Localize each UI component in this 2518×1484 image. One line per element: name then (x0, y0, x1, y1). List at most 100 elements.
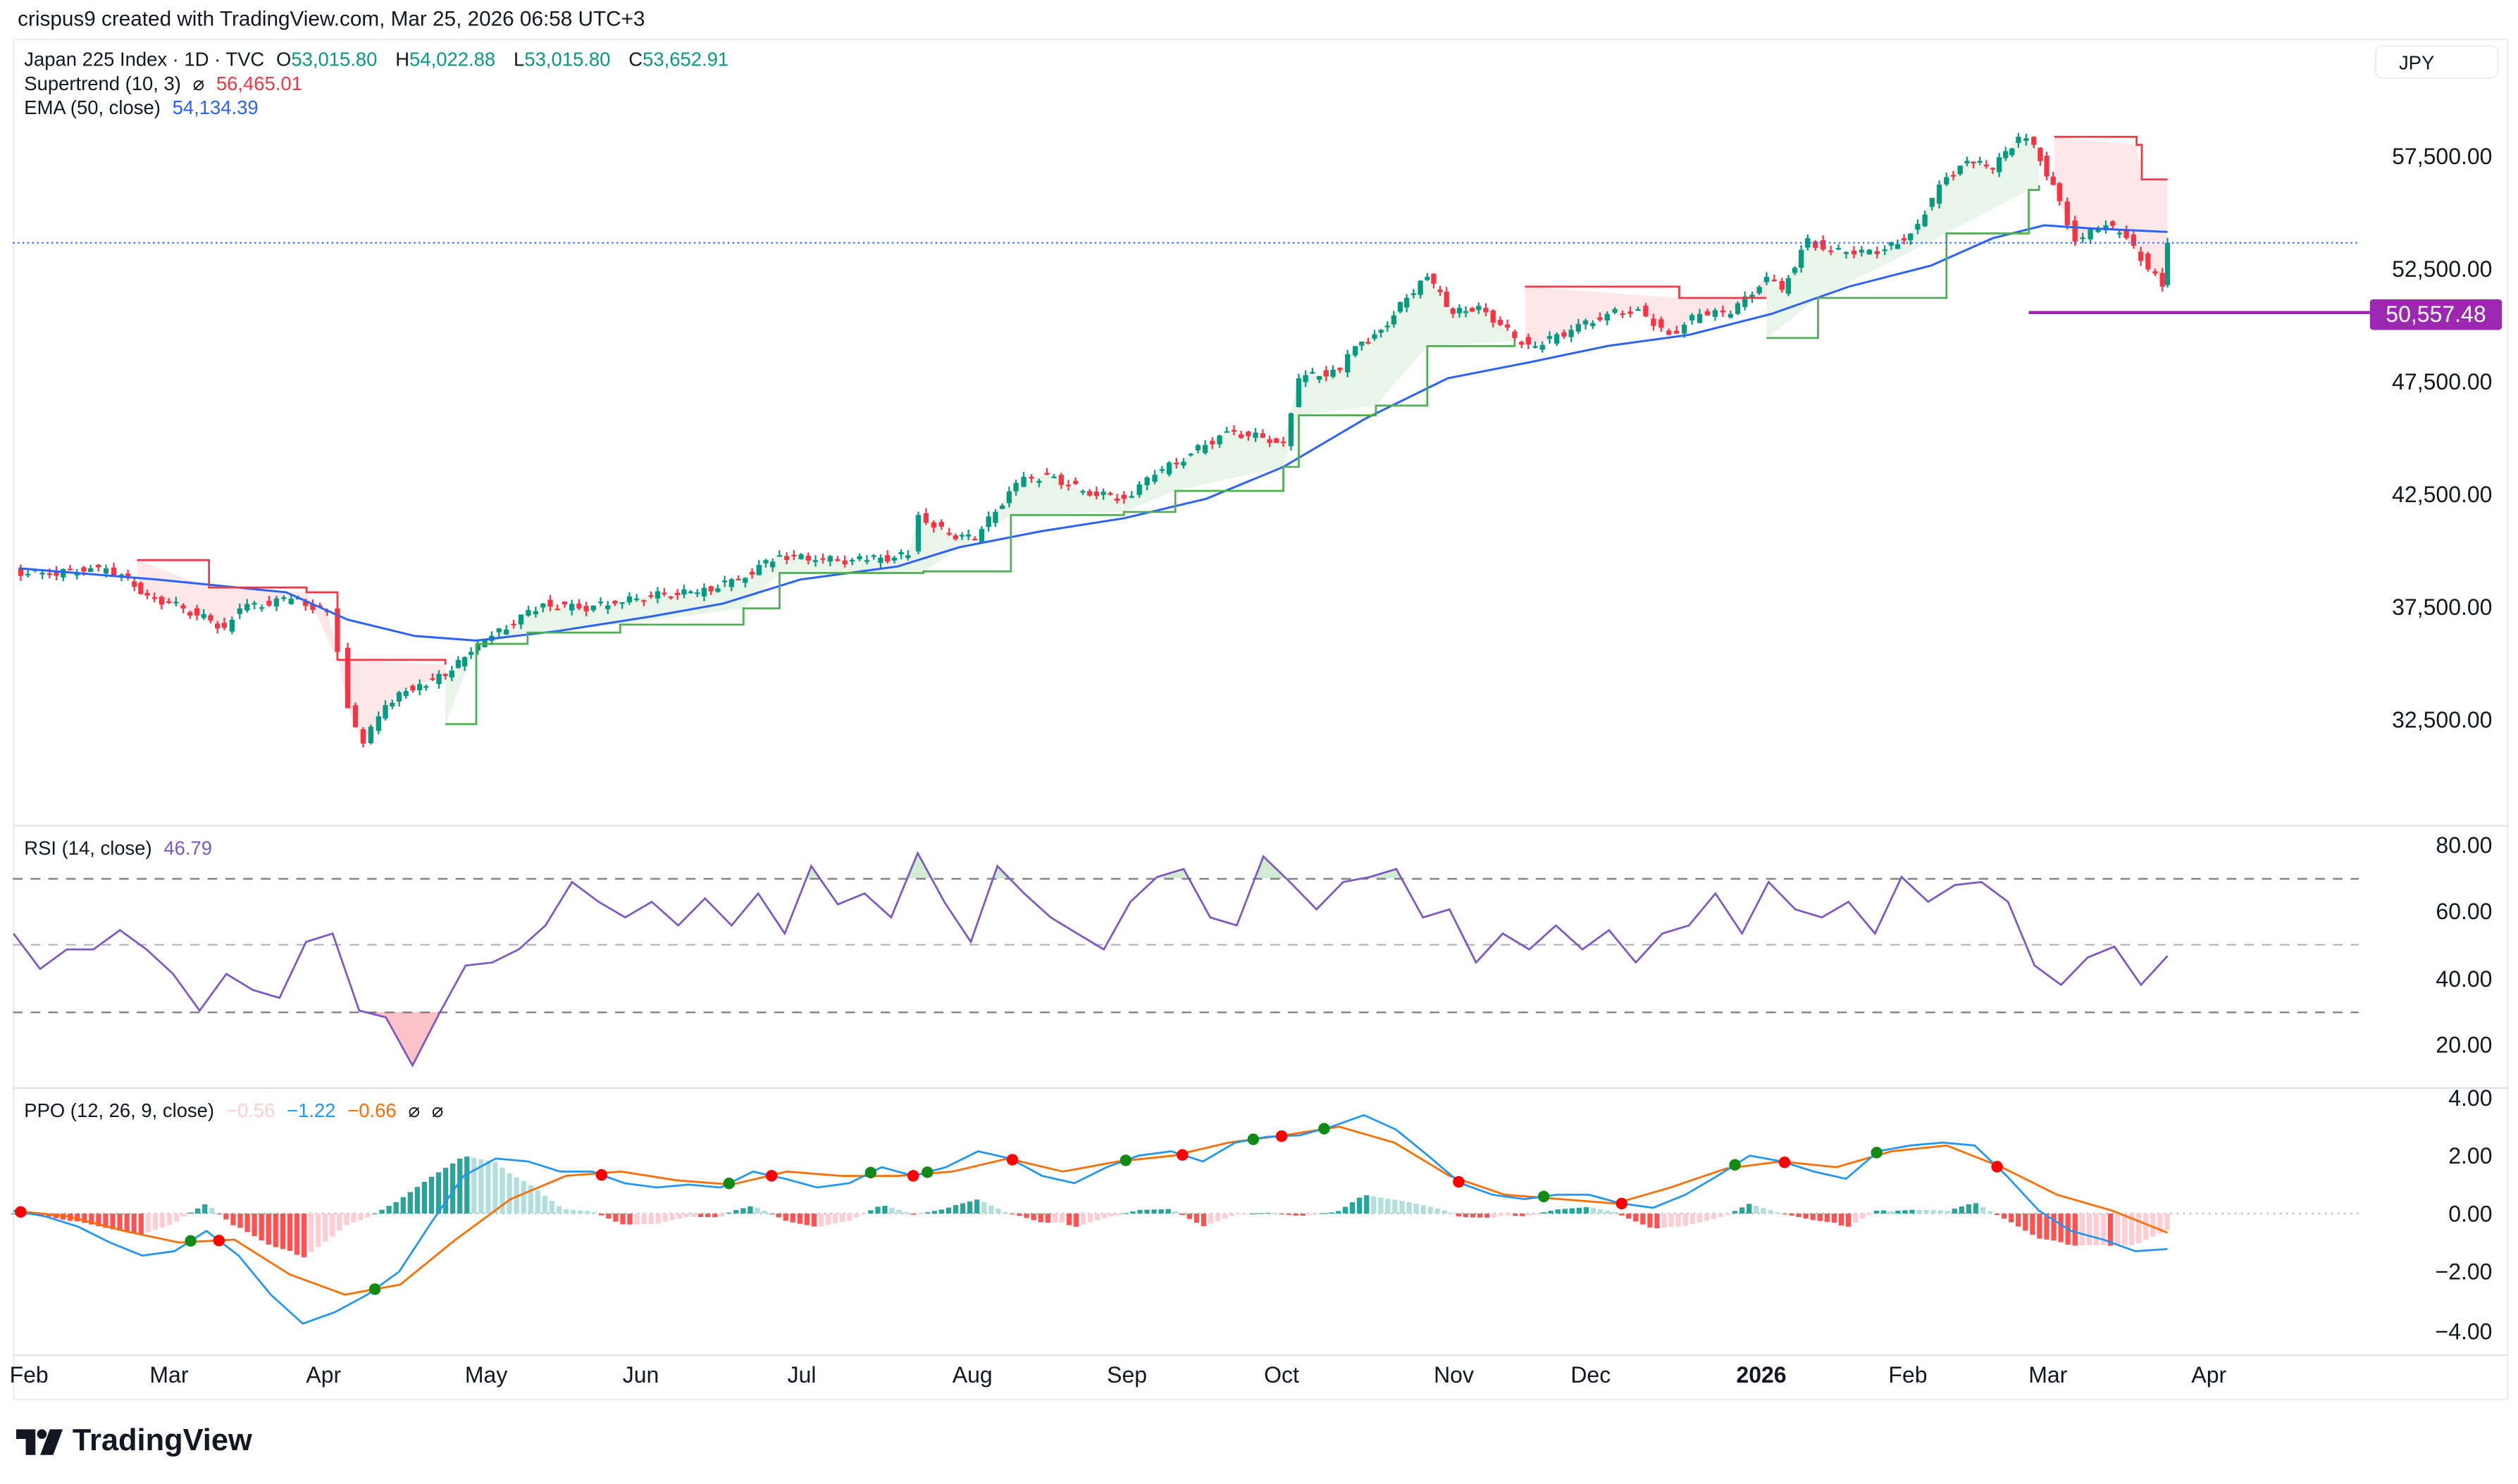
histogram-bar (1137, 1209, 1143, 1214)
candle-body (1100, 492, 1106, 495)
supertrend-label[interactable]: Supertrend (10, 3) (24, 72, 181, 95)
histogram-bar (938, 1209, 945, 1214)
histogram-bar (1647, 1214, 1653, 1228)
candle-body (1330, 369, 1336, 377)
bullish-cross-dot (1120, 1154, 1132, 1166)
supertrend-downtrend-line (2054, 135, 2168, 181)
histogram-bar (117, 1214, 123, 1230)
candle (1821, 235, 1826, 251)
candle-body (905, 555, 911, 559)
candle-body (1425, 277, 1430, 280)
histogram-bar (1973, 1203, 1979, 1214)
histogram-bar (1059, 1214, 1065, 1223)
time-tick: Feb (1888, 1361, 1928, 1388)
candle-body (827, 556, 833, 562)
histogram-bar (811, 1214, 817, 1227)
candle (1561, 329, 1567, 339)
histogram-bar (323, 1214, 328, 1242)
candle-body (1121, 494, 1127, 499)
open-label: O (276, 48, 292, 71)
histogram-bar (1747, 1204, 1752, 1214)
symbol-name[interactable]: Japan 225 Index · 1D · TVC (24, 48, 265, 71)
candle-body (1805, 238, 1811, 248)
candle-body (1944, 177, 1949, 185)
candle-body (708, 586, 714, 592)
candle (259, 604, 265, 612)
candle (2016, 132, 2021, 148)
candle (1651, 313, 1656, 331)
candle-body (1651, 318, 1656, 326)
currency-button[interactable]: JPY (2374, 44, 2499, 79)
histogram-bar (804, 1214, 810, 1226)
histogram-bar (1775, 1212, 1780, 1214)
candle-body (46, 573, 52, 575)
candle (655, 587, 661, 604)
candle-body (562, 601, 568, 605)
histogram-bar (1506, 1214, 1511, 1216)
candle-body (999, 505, 1005, 509)
histogram-bar (1902, 1210, 1908, 1214)
histogram-bar (2037, 1214, 2042, 1239)
ppo-label[interactable]: PPO (12, 26, 9, close) (24, 1099, 215, 1122)
candle (2159, 268, 2165, 292)
ppo-legend[interactable]: PPO (12, 26, 9, close) −0.56 −1.22 −0.66… (24, 1099, 449, 1122)
candle-body (1410, 293, 1417, 295)
histogram-bar (344, 1214, 349, 1226)
candle-body (1763, 277, 1770, 282)
time-tick: Mar (2028, 1361, 2068, 1388)
candle (273, 595, 280, 611)
histogram-bar (471, 1157, 477, 1214)
histogram-bar (1697, 1214, 1702, 1223)
candle-body (2057, 183, 2062, 201)
candle-body (1828, 250, 1834, 252)
histogram-bar (1831, 1214, 1837, 1223)
rsi-label[interactable]: RSI (14, close) (24, 837, 152, 860)
ema-label[interactable]: EMA (50, close) (24, 96, 161, 120)
legend-ema-row[interactable]: EMA (50, close) 54,134.39 (24, 96, 264, 119)
bullish-cross-dot (1247, 1133, 1260, 1145)
candle-body (1418, 280, 1423, 295)
candle-body (1894, 244, 1901, 249)
candle-body (2016, 137, 2021, 143)
rsi-line (13, 850, 2169, 1068)
histogram-bar (2030, 1214, 2035, 1235)
candle (229, 616, 235, 635)
histogram-bar (797, 1214, 802, 1224)
candle (1323, 366, 1329, 382)
histogram-bar (825, 1214, 831, 1225)
histogram-bar (1080, 1214, 1086, 1225)
tradingview-logo[interactable]: TradingView (15, 1424, 252, 1459)
candle (736, 575, 741, 581)
candle (798, 553, 804, 560)
histogram-bar (1682, 1214, 1688, 1226)
close-label: C (628, 48, 643, 71)
histogram-bar (1633, 1214, 1639, 1222)
candle-body (1539, 344, 1545, 350)
bearish-cross-dot (1615, 1197, 1627, 1209)
candle (1518, 340, 1525, 349)
histogram-bar (1399, 1200, 1405, 1214)
candle (187, 611, 193, 619)
histogram-bar (308, 1214, 314, 1252)
candle-body (849, 559, 855, 562)
horizontal-line-price-label[interactable]: 50,557.48 (2369, 299, 2503, 330)
candle-body (1476, 306, 1482, 311)
candle (770, 558, 776, 572)
legend-supertrend-row[interactable]: Supertrend (10, 3) ⌀ 56,465.01 (24, 73, 309, 95)
candle-body (1971, 161, 1976, 164)
candle (1303, 370, 1308, 387)
histogram-bar (882, 1205, 888, 1214)
candle-body (1036, 480, 1042, 483)
histogram-bar (1739, 1207, 1745, 1214)
rsi-legend[interactable]: RSI (14, close) 46.79 (24, 837, 218, 859)
histogram-bar (1845, 1214, 1852, 1227)
ppo-signal-line (13, 1126, 2169, 1296)
candle (166, 598, 172, 604)
low-label: L (514, 48, 525, 71)
candle (383, 700, 388, 721)
candle-body (1561, 332, 1567, 337)
candle-body (81, 567, 87, 572)
candle-body (1689, 315, 1695, 320)
